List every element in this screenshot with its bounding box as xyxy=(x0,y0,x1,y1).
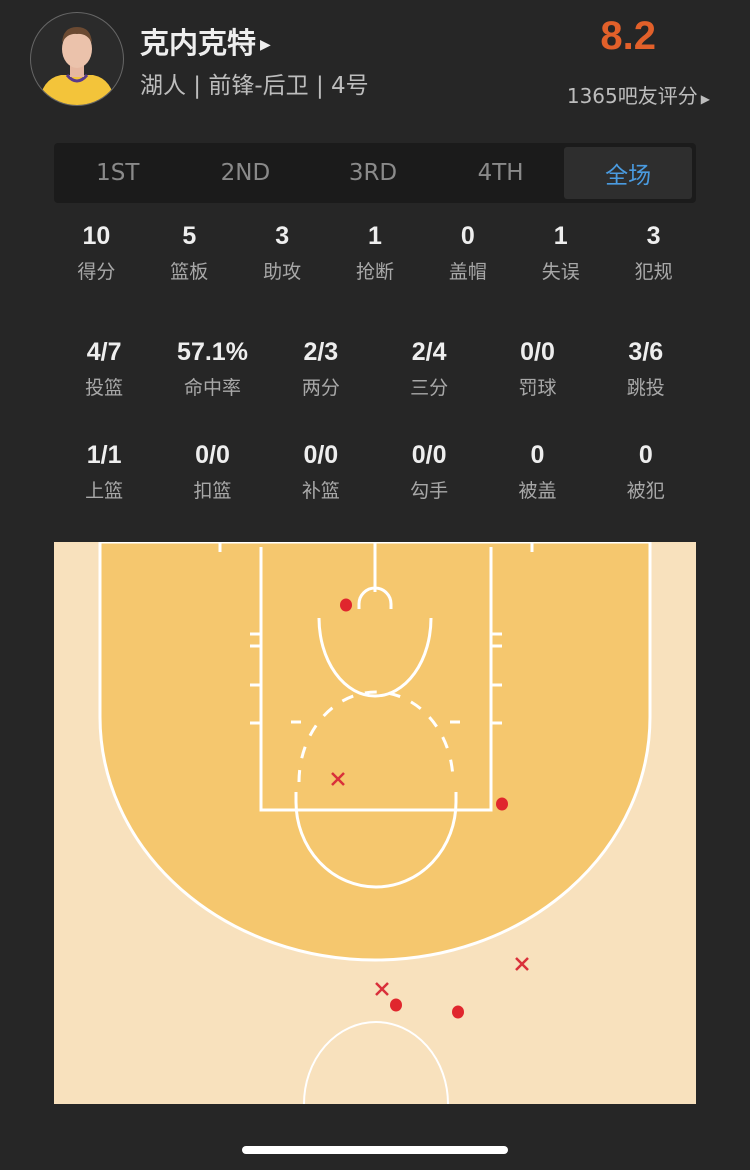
stat-cell: 0/0 补篮 xyxy=(267,441,375,503)
stat-cell: 1 失误 xyxy=(514,222,607,284)
stat-value: 1/1 xyxy=(86,441,122,469)
stat-value: 57.1% xyxy=(177,338,248,366)
stat-value: 0 xyxy=(460,222,475,250)
stat-label: 上篮 xyxy=(85,480,124,502)
stat-label: 投篮 xyxy=(85,377,124,399)
made-shot-marker xyxy=(340,598,352,612)
made-shot-marker xyxy=(390,998,402,1012)
made-shot-marker xyxy=(452,1005,464,1019)
stat-cell: 0 被犯 xyxy=(592,441,700,503)
stat-value: 0/0 xyxy=(303,441,339,469)
stat-cell: 10 得分 xyxy=(50,222,143,284)
player-info: 湖人 | 前锋-后卫 | 4号 xyxy=(140,73,369,99)
shot-chart xyxy=(54,542,696,1104)
shot-type-stats-row: 1/1 上篮 0/0 扣篮 0/0 补篮 0/0 勾手 0 被盖 0 被犯 xyxy=(50,441,700,503)
stat-label: 补篮 xyxy=(301,480,340,502)
stat-cell: 0/0 罚球 xyxy=(483,338,591,400)
missed-shot-marker xyxy=(331,772,345,786)
stat-cell: 2/3 两分 xyxy=(267,338,375,400)
stat-label: 失误 xyxy=(541,261,580,283)
stat-label: 盖帽 xyxy=(448,261,487,283)
stat-label: 篮板 xyxy=(170,261,209,283)
stat-value: 0/0 xyxy=(520,338,555,366)
stat-label: 罚球 xyxy=(518,377,557,399)
stat-value: 0 xyxy=(530,441,545,469)
stat-cell: 0 被盖 xyxy=(483,441,591,503)
stat-label: 得分 xyxy=(77,261,116,283)
rating-count-link[interactable]: 1365吧友评分 ▶ xyxy=(567,80,710,109)
stat-value: 3/6 xyxy=(628,338,664,366)
stat-label: 两分 xyxy=(301,377,340,399)
stat-value: 0/0 xyxy=(411,441,447,469)
stat-label: 助攻 xyxy=(263,261,302,283)
player-rating: 8.2 xyxy=(600,14,656,58)
stat-cell: 2/4 三分 xyxy=(375,338,483,400)
stat-label: 被犯 xyxy=(626,480,665,502)
stat-cell: 57.1% 命中率 xyxy=(158,338,266,400)
stat-cell: 3/6 跳投 xyxy=(592,338,700,400)
shots-layer xyxy=(331,598,529,1019)
stat-cell: 0/0 勾手 xyxy=(375,441,483,503)
stat-value: 0 xyxy=(638,441,653,469)
stat-cell: 0/0 扣篮 xyxy=(158,441,266,503)
stat-cell: 4/7 投篮 xyxy=(50,338,158,400)
stat-label: 跳投 xyxy=(626,377,665,399)
caret-right-icon: ▶ xyxy=(700,92,710,106)
home-indicator[interactable] xyxy=(242,1146,508,1154)
made-shot-marker xyxy=(496,797,508,811)
basic-stats-row: 10 得分 5 篮板 3 助攻 1 抢断 0 盖帽 1 失误 3 犯规 xyxy=(50,222,700,284)
player-avatar[interactable] xyxy=(30,12,124,106)
stat-value: 1 xyxy=(368,222,382,250)
stat-value: 3 xyxy=(646,222,661,250)
stat-label: 抢断 xyxy=(356,261,395,283)
stat-value: 5 xyxy=(182,222,197,250)
player-photo-icon xyxy=(39,27,115,105)
tab-4th[interactable]: 4TH xyxy=(477,160,524,186)
stat-value: 1 xyxy=(553,222,568,250)
stat-label: 扣篮 xyxy=(193,480,232,502)
tab-1st[interactable]: 1ST xyxy=(96,160,140,186)
caret-right-icon: ▶ xyxy=(260,37,271,53)
player-name[interactable]: 克内克特 ▶ xyxy=(140,20,271,62)
stat-cell: 0 盖帽 xyxy=(421,222,514,284)
period-tabs: 1ST 2ND 3RD 4TH 全场 xyxy=(54,143,696,203)
rating-count-text: 1365吧友评分 xyxy=(566,84,698,108)
tab-2nd[interactable]: 2ND xyxy=(220,160,271,186)
stat-cell: 1/1 上篮 xyxy=(50,441,158,503)
stat-cell: 3 助攻 xyxy=(236,222,329,284)
stat-value: 0/0 xyxy=(195,441,230,469)
stat-cell: 5 篮板 xyxy=(143,222,236,284)
missed-shot-marker xyxy=(515,957,529,971)
stat-label: 被盖 xyxy=(518,480,557,502)
stat-label: 三分 xyxy=(410,377,449,399)
tab-full-game[interactable]: 全场 xyxy=(564,147,692,199)
stat-label: 命中率 xyxy=(183,377,241,399)
court-lines xyxy=(218,542,534,1104)
stat-value: 2/4 xyxy=(411,338,447,366)
stat-label: 勾手 xyxy=(410,480,449,502)
three-point-area xyxy=(98,542,652,962)
stat-cell: 3 犯规 xyxy=(607,222,700,284)
tab-3rd[interactable]: 3RD xyxy=(348,160,398,186)
stat-value: 4/7 xyxy=(86,338,122,366)
stat-value: 2/3 xyxy=(303,338,339,366)
stat-cell: 1 抢断 xyxy=(329,222,422,284)
player-name-text: 克内克特 xyxy=(140,26,257,60)
stat-value: 3 xyxy=(275,222,290,250)
missed-shot-marker xyxy=(375,982,389,996)
shooting-stats-row: 4/7 投篮 57.1% 命中率 2/3 两分 2/4 三分 0/0 罚球 3/6 跳投 xyxy=(50,338,700,400)
stat-label: 犯规 xyxy=(634,261,673,283)
stat-value: 10 xyxy=(82,222,111,250)
